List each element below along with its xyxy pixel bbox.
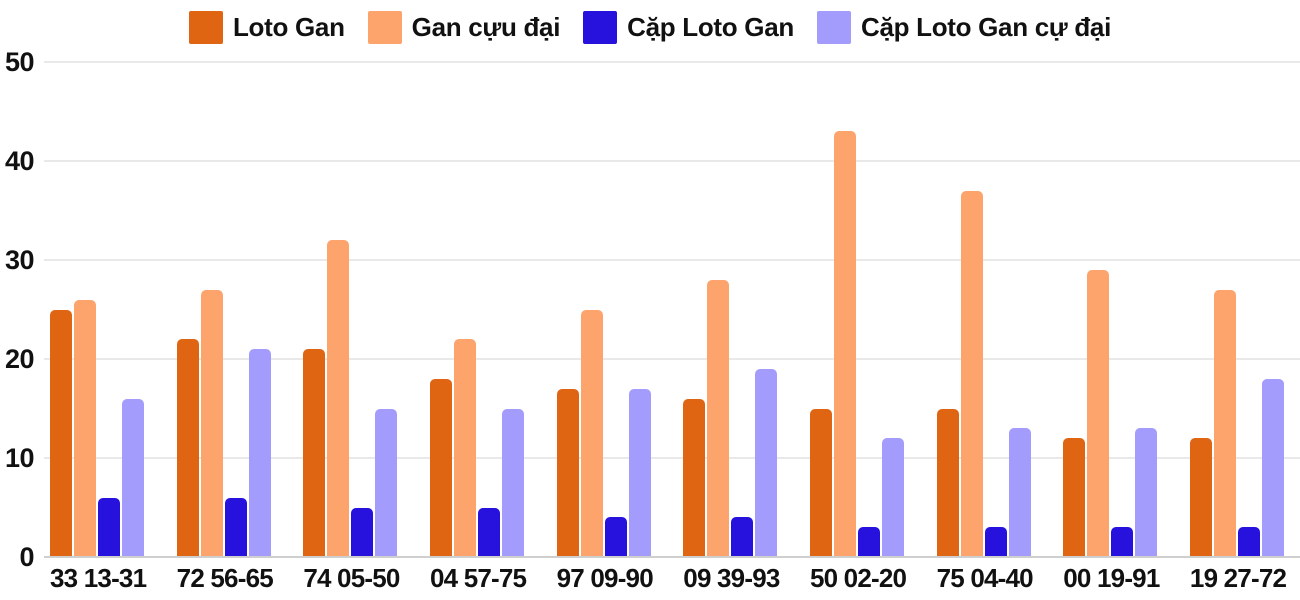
bar (604, 517, 627, 557)
bar (50, 309, 72, 557)
bar (1008, 428, 1031, 557)
bar (1063, 438, 1086, 557)
bar (303, 349, 326, 557)
x-axis-tick-label: 72 56-65 (176, 563, 274, 593)
bar-group (429, 62, 524, 557)
x-axis-tick-label: 97 09-90 (556, 563, 654, 593)
gridline (44, 259, 1300, 261)
bar (327, 240, 350, 557)
bar (556, 388, 579, 557)
x-axis-tick-label: 19 27-72 (1189, 563, 1287, 593)
x-axis-tick-label: 50 02-20 (809, 563, 907, 593)
legend-swatch-icon (816, 11, 851, 44)
y-axis-tick-label: 30 (4, 245, 35, 275)
y-axis-tick-label: 20 (4, 344, 35, 374)
bar (200, 289, 223, 557)
bar-series-container (44, 62, 1300, 557)
legend-item[interactable]: Cặp Loto Gan cự đại (816, 11, 1112, 44)
bar-group (1189, 62, 1284, 557)
y-axis-tick-label: 40 (4, 146, 35, 176)
legend-label: Loto Gan (232, 12, 345, 42)
bar (429, 378, 452, 557)
bar (1189, 438, 1212, 557)
y-axis-tick-label: 0 (19, 542, 34, 572)
plot-area (44, 61, 1300, 558)
bar (755, 368, 778, 557)
bar (501, 408, 524, 557)
bar (98, 497, 120, 557)
legend-label: Gan cựu đại (411, 12, 561, 42)
bar (628, 388, 651, 557)
bar-group (683, 62, 778, 557)
bar-group (936, 62, 1031, 557)
bar (1135, 428, 1158, 557)
bar-group (556, 62, 651, 557)
bar (936, 408, 959, 557)
bar (683, 398, 706, 557)
bar (984, 527, 1007, 557)
legend-swatch-icon (367, 11, 402, 44)
bar (857, 527, 880, 557)
bar (1111, 527, 1134, 557)
bar (1261, 378, 1284, 557)
bar (453, 339, 476, 557)
x-axis-tick-label: 33 13-31 (50, 563, 147, 593)
bar (248, 349, 271, 557)
bar (477, 507, 500, 557)
y-axis-tick-label: 10 (4, 443, 35, 473)
legend-swatch-icon (583, 11, 618, 44)
bar (74, 299, 96, 557)
legend-item[interactable]: Gan cựu đại (367, 11, 561, 44)
bar (731, 517, 754, 557)
legend-swatch-icon (188, 11, 223, 44)
gridline (44, 61, 1300, 63)
legend-label: Cặp Loto Gan (627, 12, 794, 42)
bar-group (809, 62, 904, 557)
bar (122, 398, 144, 557)
bar (707, 279, 730, 557)
chart-legend: Loto Gan Gan cựu đại Cặp Loto Gan Cặp Loto … (0, 11, 1300, 44)
y-axis-tick-label: 50 (4, 47, 35, 77)
x-axis: 33 13-31 72 56-65 74 05-50 04 57-75 97 09-90… (44, 563, 1300, 594)
bar (1087, 269, 1110, 557)
x-axis-tick-label: 04 57-75 (429, 563, 527, 593)
bar (809, 408, 832, 557)
bar-group (176, 62, 271, 557)
gridline (44, 556, 1300, 558)
bar (1237, 527, 1260, 557)
bar-group (1063, 62, 1158, 557)
legend-item[interactable]: Cặp Loto Gan (583, 11, 794, 44)
x-axis-tick-label: 74 05-50 (303, 563, 400, 593)
gridline (44, 358, 1300, 360)
gridline (44, 160, 1300, 162)
bar (580, 309, 603, 557)
bar (1213, 289, 1236, 557)
legend-item[interactable]: Loto Gan (188, 11, 345, 44)
bar-group (50, 62, 144, 557)
bar (881, 438, 904, 557)
bar-group (303, 62, 398, 557)
x-axis-tick-label: 75 04-40 (936, 563, 1034, 593)
bar (176, 339, 199, 557)
bar (960, 190, 983, 557)
gridline (44, 457, 1300, 459)
bar (351, 507, 374, 557)
legend-label: Cặp Loto Gan cự đại (860, 12, 1112, 42)
bar (375, 408, 398, 557)
x-axis-tick-label: 09 39-93 (683, 563, 780, 593)
bar (224, 497, 247, 557)
x-axis-tick-label: 00 19-91 (1063, 563, 1160, 593)
bar (833, 131, 856, 557)
